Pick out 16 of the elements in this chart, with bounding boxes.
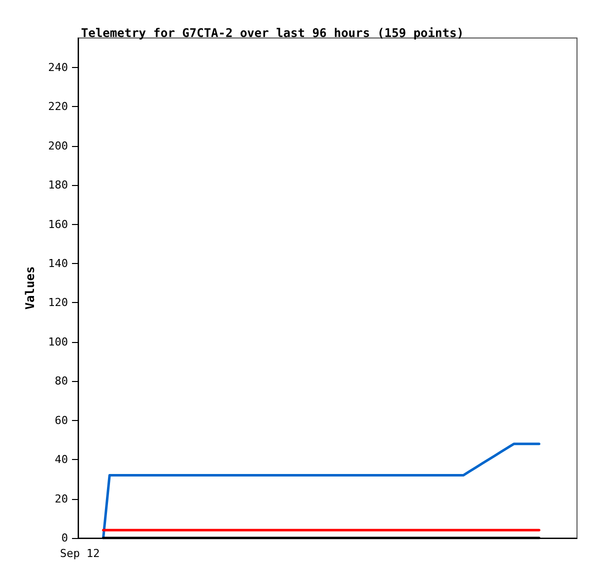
y-tick-label: 60 [54, 414, 68, 427]
y-tick-label: 100 [48, 335, 68, 348]
y-tick-label: 0 [61, 532, 68, 544]
chart-title: Telemetry for G7CTA-2 over last 96 hours (159 points) [81, 26, 464, 40]
y-tick-label: 120 [48, 296, 68, 310]
y-tick-label: 200 [48, 139, 68, 152]
y-tick-label: 20 [54, 492, 68, 506]
y-tick-label: 160 [48, 218, 68, 231]
y-tick-label: 140 [48, 256, 68, 270]
y-tick-label: 40 [54, 453, 68, 466]
y-tick-label: 220 [48, 100, 68, 114]
text: Sep 12 [60, 547, 100, 560]
y-tick-label: 180 [48, 178, 68, 192]
y-tick-label: 240 [48, 60, 68, 74]
y-axis-title: Values [23, 266, 37, 310]
y-tick-label: 80 [54, 374, 68, 388]
